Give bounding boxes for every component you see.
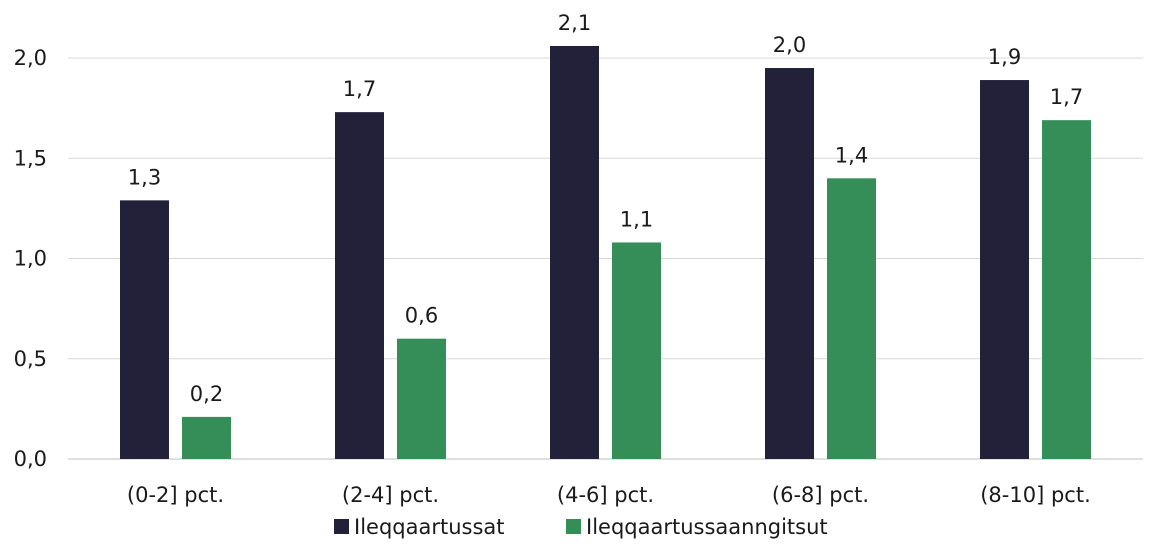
- bars: [120, 45, 1091, 460]
- bar-ileqqaartussat: [120, 200, 169, 460]
- legend-label: Ileqqaartussat: [354, 515, 505, 539]
- data-label: 1,7: [1050, 85, 1083, 109]
- data-label: 1,1: [620, 207, 653, 231]
- bar-ileqqaartussat: [765, 68, 814, 460]
- bar-ileqqaartussat: [335, 112, 384, 459]
- bar-ileqqaartussaanngitsut: [827, 178, 876, 460]
- data-label: 1,3: [128, 165, 161, 189]
- y-tick-label: 1,0: [14, 247, 47, 271]
- bar-ileqqaartussaanngitsut: [1042, 120, 1091, 459]
- x-category-label: (4-6] pct.: [557, 483, 654, 507]
- legend-swatch: [334, 519, 349, 534]
- y-tick-label: 0,0: [14, 447, 47, 471]
- gridlines: [68, 57, 1143, 460]
- bar-ileqqaartussaanngitsut: [182, 416, 231, 459]
- legend-swatch: [566, 519, 581, 534]
- legend: Ileqqaartussat Ileqqaartussaanngitsut: [334, 515, 828, 539]
- y-tick-label: 1,5: [14, 146, 47, 170]
- data-label: 1,7: [343, 77, 376, 101]
- x-axis-category-labels: (0-2] pct. (2-4] pct. (4-6] pct. (6-8] pct.…: [127, 483, 1091, 507]
- y-tick-label: 0,5: [14, 347, 47, 371]
- data-label: 1,4: [835, 143, 868, 167]
- x-category-label: (2-4] pct.: [342, 483, 439, 507]
- x-category-label: (8-10] pct.: [980, 483, 1091, 507]
- data-labels: 1,3 0,2 1,7 0,6 2,1 1,1 2,0 1,4 1,9 1,7: [128, 11, 1083, 406]
- bar-ileqqaartussat: [980, 80, 1029, 460]
- x-category-label: (6-8] pct.: [772, 483, 869, 507]
- bar-ileqqaartussaanngitsut: [397, 338, 446, 459]
- bar-ileqqaartussaanngitsut: [612, 242, 661, 459]
- data-label: 0,6: [405, 304, 438, 328]
- bar-ileqqaartussat: [550, 45, 599, 459]
- x-category-label: (0-2] pct.: [127, 483, 224, 507]
- y-tick-label: 2,0: [14, 46, 47, 70]
- legend-label: Ileqqaartussaanngitsut: [586, 515, 828, 539]
- data-label: 0,2: [190, 382, 223, 406]
- data-label: 2,1: [558, 11, 591, 35]
- y-axis-tick-labels: 0,0 0,5 1,0 1,5 2,0: [14, 46, 47, 471]
- data-label: 1,9: [988, 45, 1021, 69]
- data-label: 2,0: [773, 33, 806, 57]
